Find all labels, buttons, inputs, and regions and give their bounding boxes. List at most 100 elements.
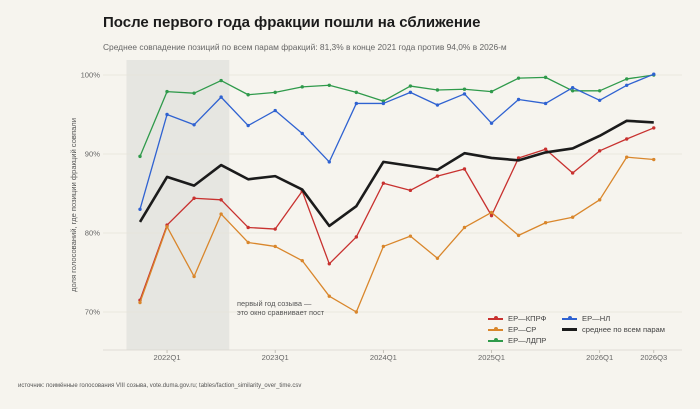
legend-label-er-sr: ЕР—СР [508,325,537,334]
data-point [381,244,386,249]
chart-subtitle: Среднее совпадение позиций по всем парам… [103,42,507,52]
data-point [652,72,656,76]
data-point [489,89,494,94]
data-point [597,98,602,102]
data-point [219,78,223,83]
data-point [489,210,494,215]
data-point [165,224,169,229]
data-point [408,234,413,238]
y-tick-label: 70% [85,308,100,317]
data-point [570,85,575,90]
data-point [462,92,467,96]
series-2 [138,73,656,159]
data-point [462,87,467,91]
legend-label-er-nl: ЕР—НЛ [582,314,611,323]
legend-swatch-er-nl [562,316,577,320]
legend-item-er-sr: ЕР—СР [488,325,536,334]
data-point [300,258,304,263]
x-tick-label: 2023Q1 [262,353,289,362]
data-point [543,75,548,80]
data-point [570,215,575,219]
y-tick-label: 100% [81,71,101,80]
series-3 [138,72,656,211]
series-4 [138,119,654,228]
data-point [489,213,494,218]
series-line [139,127,655,301]
legend-item-average: среднее по всем парам [562,325,665,334]
x-tick-label: 2024Q1 [370,353,397,362]
data-point [597,149,602,153]
data-point [273,108,277,113]
data-point [273,90,277,95]
data-point [381,99,386,103]
data-point [408,84,413,88]
data-point [192,274,196,279]
series-line [139,156,654,313]
data-point [597,89,602,93]
x-tick-label: 2025Q1 [478,353,505,362]
data-point [354,235,359,239]
data-point [165,89,169,94]
legend-label-average: среднее по всем парам [582,325,666,334]
data-point [219,95,223,99]
annotation-line-2: это окно сравнивает пост [237,308,325,317]
data-point [354,101,359,106]
data-point [516,233,521,238]
data-point [354,90,359,95]
x-tick-label: 2026Q1 [586,353,613,362]
axes: 70% 80% 90% 100% 2022Q1 2023Q1 2024Q1 2025Q1 202… [81,71,682,362]
data-point [408,188,413,193]
source-note: источник: поимённые голосования VIII соз… [18,383,302,389]
y-tick-label: 90% [85,150,100,159]
series-1 [138,155,656,314]
data-point [300,131,304,136]
legend-item-er-kprf: ЕР—КПРФ [488,314,546,323]
data-point [570,171,575,175]
legend-item-er-nl: ЕР—НЛ [562,314,610,323]
annotation-line-1: первый год созыва — [237,299,312,308]
series-line [139,73,655,210]
legend-swatch-er-ldpr [488,338,503,342]
data-point [219,198,223,202]
data-point [138,300,142,305]
data-point [273,227,277,231]
data-point [435,174,440,178]
data-point [381,101,386,106]
y-tick-label: 80% [85,229,100,238]
data-point [625,155,629,159]
x-tick-label: 2026Q3 [640,353,667,362]
gridlines [103,74,682,313]
legend-swatch-average [562,328,577,331]
y-axis-label: доля голосований, где позиции фракций со… [69,118,78,292]
data-point [192,123,196,127]
legend-swatch-er-kprf [488,316,503,320]
data-point [327,294,331,298]
data-point [625,77,629,81]
data-point [246,123,250,128]
data-point [543,101,548,106]
data-point [327,160,331,164]
data-point [300,85,304,89]
data-point [408,90,413,95]
series-0 [138,126,656,302]
data-point [192,91,196,95]
chart-title: После первого года фракции пошли на сбли… [103,14,481,31]
data-point [625,83,629,87]
data-point [516,97,521,102]
series-line [139,74,654,157]
data-point [381,181,386,185]
legend-swatch-er-sr [488,327,503,331]
data-point [246,225,250,230]
data-point [625,137,629,141]
series-lines [138,72,656,314]
data-point [435,256,440,260]
data-point [273,244,277,249]
data-point [652,157,656,162]
data-point [462,225,467,230]
data-point [543,147,548,151]
data-point [652,126,656,130]
legend-label-er-ldpr: ЕР—ЛДПР [508,336,547,345]
data-point [165,112,169,117]
legend-item-er-ldpr: ЕР—ЛДПР [488,336,546,345]
